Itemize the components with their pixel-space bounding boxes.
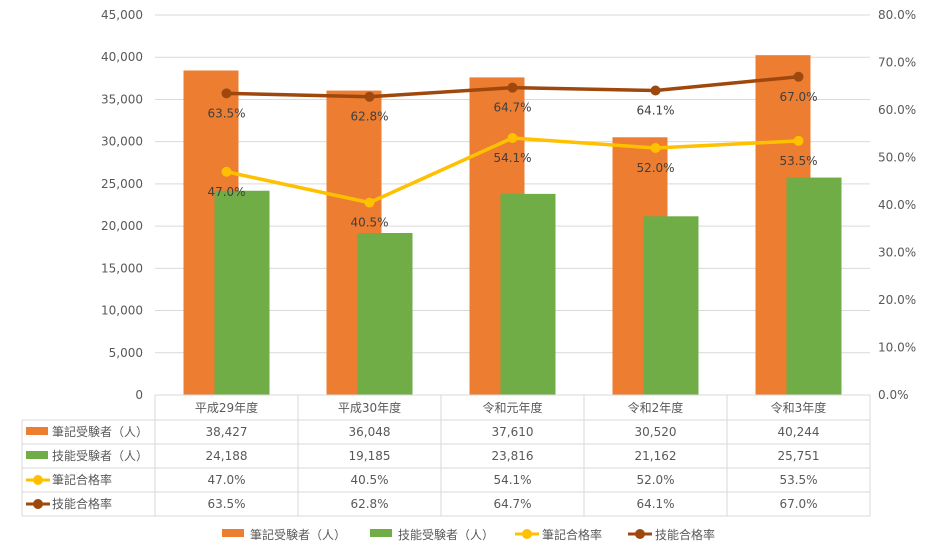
legend-key [522,529,532,539]
right-tick-label: 40.0% [878,198,916,212]
table-cell: 23,816 [492,449,534,463]
data-label: 64.1% [636,104,674,118]
table-cell: 24,188 [206,449,248,463]
table-cell: 25,751 [778,449,820,463]
left-tick-label: 20,000 [101,219,143,233]
legend-label: 技能合格率 [655,527,715,542]
table-row-label: 技能合格率 [52,496,112,511]
right-tick-label: 30.0% [878,246,916,260]
table-cell: 52.0% [636,473,674,487]
line-point [221,166,232,177]
line-point [793,71,804,82]
data-label: 52.0% [636,161,674,175]
category-label: 令和3年度 [771,400,827,415]
table-cell: 40.5% [350,473,388,487]
bar-practical [500,193,556,395]
line-point [507,82,518,93]
data-label: 40.5% [350,216,388,230]
table-cell: 40,244 [778,425,820,439]
left-tick-label: 0 [135,388,143,402]
legend-key [222,529,244,537]
right-tick-label: 0.0% [878,388,909,402]
legend-label: 筆記受験者（人） [250,527,346,542]
table-row-label: 筆記受験者（人） [52,424,148,439]
data-label: 54.1% [493,151,531,165]
table-cell: 36,048 [349,425,391,439]
table-cell: 30,520 [635,425,677,439]
table-cell: 67.0% [779,497,817,511]
line-point [650,85,661,96]
bar-practical [786,177,842,395]
table-cell: 62.8% [350,497,388,511]
left-tick-label: 10,000 [101,304,143,318]
data-label: 63.5% [207,106,245,120]
data-label: 62.8% [350,110,388,124]
legend-key [635,529,645,539]
right-tick-label: 70.0% [878,56,916,70]
line-point [650,143,661,153]
table-cell: 37,610 [492,425,534,439]
table-cell: 38,427 [206,425,248,439]
category-label: 平成29年度 [195,400,258,415]
line-point [793,135,804,146]
data-label: 53.5% [779,154,817,168]
table-cell: 64.7% [493,497,531,511]
legend-label: 筆記合格率 [542,527,602,542]
bar-practical [357,232,413,395]
right-tick-label: 80.0% [878,8,916,22]
right-tick-label: 50.0% [878,151,916,165]
bar-practical [643,216,699,395]
legend-key [370,529,392,537]
left-tick-label: 5,000 [109,346,143,360]
legend-key [33,475,43,485]
data-label: 67.0% [779,90,817,104]
table-cell: 19,185 [349,449,391,463]
line-point [507,133,518,144]
left-tick-label: 15,000 [101,261,143,275]
left-tick-label: 25,000 [101,177,143,191]
left-tick-label: 30,000 [101,135,143,149]
category-label: 令和元年度 [482,400,542,415]
table-cell: 47.0% [207,473,245,487]
left-tick-label: 35,000 [101,92,143,106]
legend-key [26,451,48,459]
right-tick-label: 10.0% [878,341,916,355]
table-cell: 63.5% [207,497,245,511]
left-tick-label: 45,000 [101,8,143,22]
table-cell: 64.1% [636,497,674,511]
table-row-label: 筆記合格率 [52,472,112,487]
bar-practical [214,190,270,395]
line-point [364,91,375,102]
table-cell: 54.1% [493,473,531,487]
data-label: 47.0% [207,185,245,199]
line-point [364,197,375,208]
category-label: 令和2年度 [628,400,684,415]
category-label: 平成30年度 [338,400,401,415]
legend-key [26,427,48,435]
table-cell: 53.5% [779,473,817,487]
left-tick-label: 40,000 [101,50,143,64]
data-label: 64.7% [493,101,531,115]
right-tick-label: 20.0% [878,293,916,307]
legend-key [33,499,43,509]
right-tick-label: 60.0% [878,103,916,117]
table-cell: 21,162 [635,449,677,463]
line-point [221,88,232,99]
legend-label: 技能受験者（人） [398,527,494,542]
table-row-label: 技能受験者（人） [52,448,148,463]
